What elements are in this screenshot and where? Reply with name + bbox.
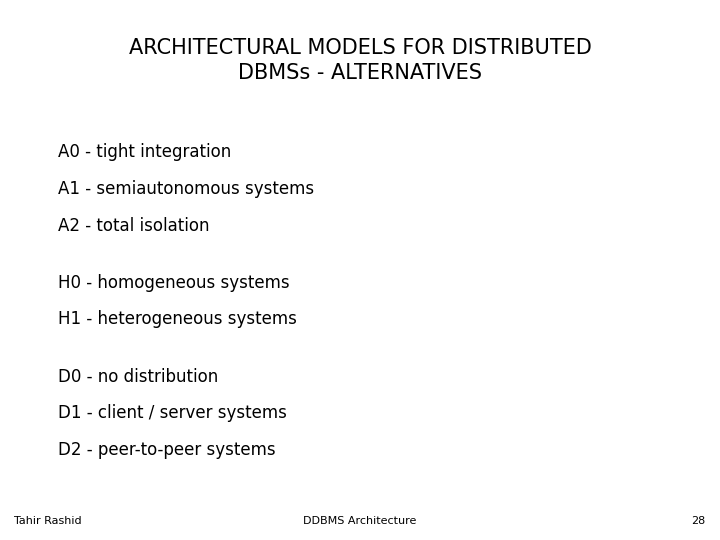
Text: D1 - client / server systems: D1 - client / server systems	[58, 404, 287, 422]
Text: D0 - no distribution: D0 - no distribution	[58, 368, 218, 386]
Text: ARCHITECTURAL MODELS FOR DISTRIBUTED
DBMSs - ALTERNATIVES: ARCHITECTURAL MODELS FOR DISTRIBUTED DBM…	[129, 38, 591, 83]
Text: H1 - heterogeneous systems: H1 - heterogeneous systems	[58, 310, 297, 328]
Text: H0 - homogeneous systems: H0 - homogeneous systems	[58, 274, 289, 292]
Text: A0 - tight integration: A0 - tight integration	[58, 143, 231, 161]
Text: 28: 28	[691, 516, 706, 526]
Text: D2 - peer-to-peer systems: D2 - peer-to-peer systems	[58, 441, 275, 459]
Text: A1 - semiautonomous systems: A1 - semiautonomous systems	[58, 180, 314, 198]
Text: A2 - total isolation: A2 - total isolation	[58, 217, 209, 234]
Text: Tahir Rashid: Tahir Rashid	[14, 516, 82, 526]
Text: DDBMS Architecture: DDBMS Architecture	[303, 516, 417, 526]
